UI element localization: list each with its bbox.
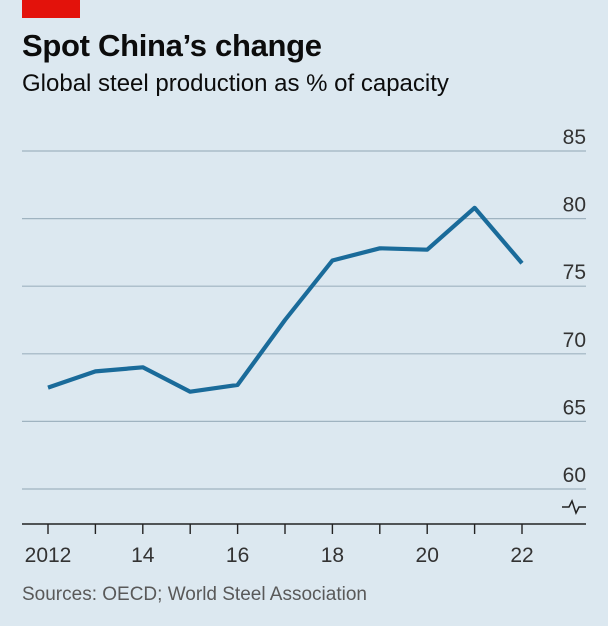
x-tick-label-2020: 20 (416, 544, 439, 567)
axis-break-icon (562, 499, 586, 515)
y-tick-label-85: 85 (563, 126, 586, 149)
chart-subtitle: Global steel production as % of capacity (22, 70, 449, 97)
source-note: Sources: OECD; World Steel Association (22, 584, 367, 605)
x-tick-label-2014: 14 (131, 544, 155, 567)
x-tick-label-2018: 18 (321, 544, 344, 567)
brand-tag (22, 0, 80, 18)
y-tick-label-75: 75 (563, 261, 586, 284)
chart-title: Spot China’s change (22, 28, 322, 63)
y-tick-label-60: 60 (563, 464, 586, 487)
x-tick-label-2016: 16 (226, 544, 249, 567)
x-tick-label-2022: 22 (510, 544, 533, 567)
x-tick-label-2012: 2012 (25, 544, 72, 567)
y-tick-label-80: 80 (563, 194, 586, 217)
y-tick-label-65: 65 (563, 396, 586, 419)
y-tick-label-70: 70 (563, 329, 586, 352)
series-line-0 (47, 205, 524, 394)
